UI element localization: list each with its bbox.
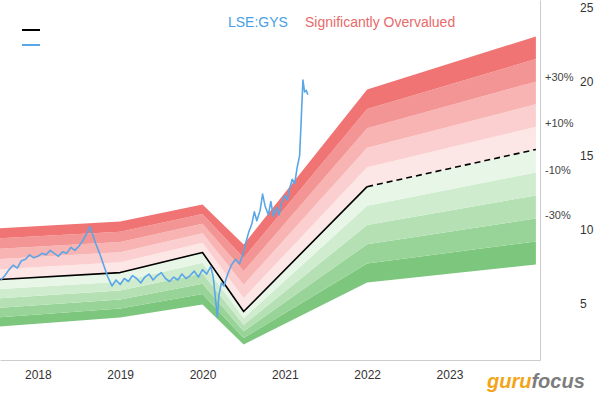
x-tick: 2018	[25, 360, 52, 382]
subtitle: Significantly Overvalued	[305, 14, 455, 30]
x-tick: 2023	[437, 360, 464, 382]
x-tick-label: 2019	[107, 368, 134, 382]
y-tick: 10	[540, 223, 594, 237]
chart-container: 2018 2019 2020 2021 2022 2023 5 10 15 20 25 +30% +10…	[0, 0, 600, 420]
band-labels: +30% +10% -10% -30%	[545, 71, 574, 221]
x-tick-label: 2023	[437, 368, 464, 382]
series-line	[1, 80, 308, 317]
legend	[22, 30, 40, 45]
watermark-part: guru	[486, 370, 531, 392]
value-band	[0, 59, 536, 271]
value-band	[0, 36, 536, 257]
y-tick-label: 5	[580, 297, 587, 311]
x-tick: 2019	[107, 360, 134, 382]
watermark-part: focus	[531, 370, 584, 392]
title: LSE:GYS	[228, 14, 288, 30]
x-axis-line	[1, 360, 541, 361]
watermark: gurufocus	[486, 370, 585, 392]
plot-area	[0, 36, 536, 344]
legend-swatch	[22, 44, 40, 46]
band-label: +30%	[545, 71, 574, 83]
y-tick-label: 20	[580, 75, 594, 89]
chart-svg: 2018 2019 2020 2021 2022 2023 5 10 15 20 25 +30% +10…	[0, 0, 600, 420]
x-tick-label: 2020	[190, 368, 217, 382]
x-tick: 2020	[190, 360, 217, 382]
y-tick-label: 25	[580, 1, 594, 15]
y-tick: 25	[540, 1, 594, 15]
y-tick-label: 10	[580, 223, 594, 237]
x-axis: 2018 2019 2020 2021 2022 2023	[1, 360, 541, 382]
series-line	[0, 187, 367, 312]
y-tick-label: 15	[580, 149, 594, 163]
band-label: -10%	[545, 164, 571, 176]
x-tick-label: 2022	[354, 368, 381, 382]
y-axis-line	[540, 1, 541, 361]
y-tick: 5	[540, 297, 587, 311]
y-tick: 15	[540, 149, 594, 163]
series-line	[367, 149, 536, 186]
x-tick-label: 2021	[272, 368, 299, 382]
value-band	[0, 104, 536, 298]
x-tick: 2022	[354, 360, 381, 382]
band-label: -30%	[545, 209, 571, 221]
band-label: +10%	[545, 117, 574, 129]
value-band	[0, 82, 536, 285]
legend-swatch	[22, 29, 40, 31]
x-tick: 2021	[272, 360, 299, 382]
x-tick-label: 2018	[25, 368, 52, 382]
y-axis: 5 10 15 20 25	[540, 1, 594, 361]
